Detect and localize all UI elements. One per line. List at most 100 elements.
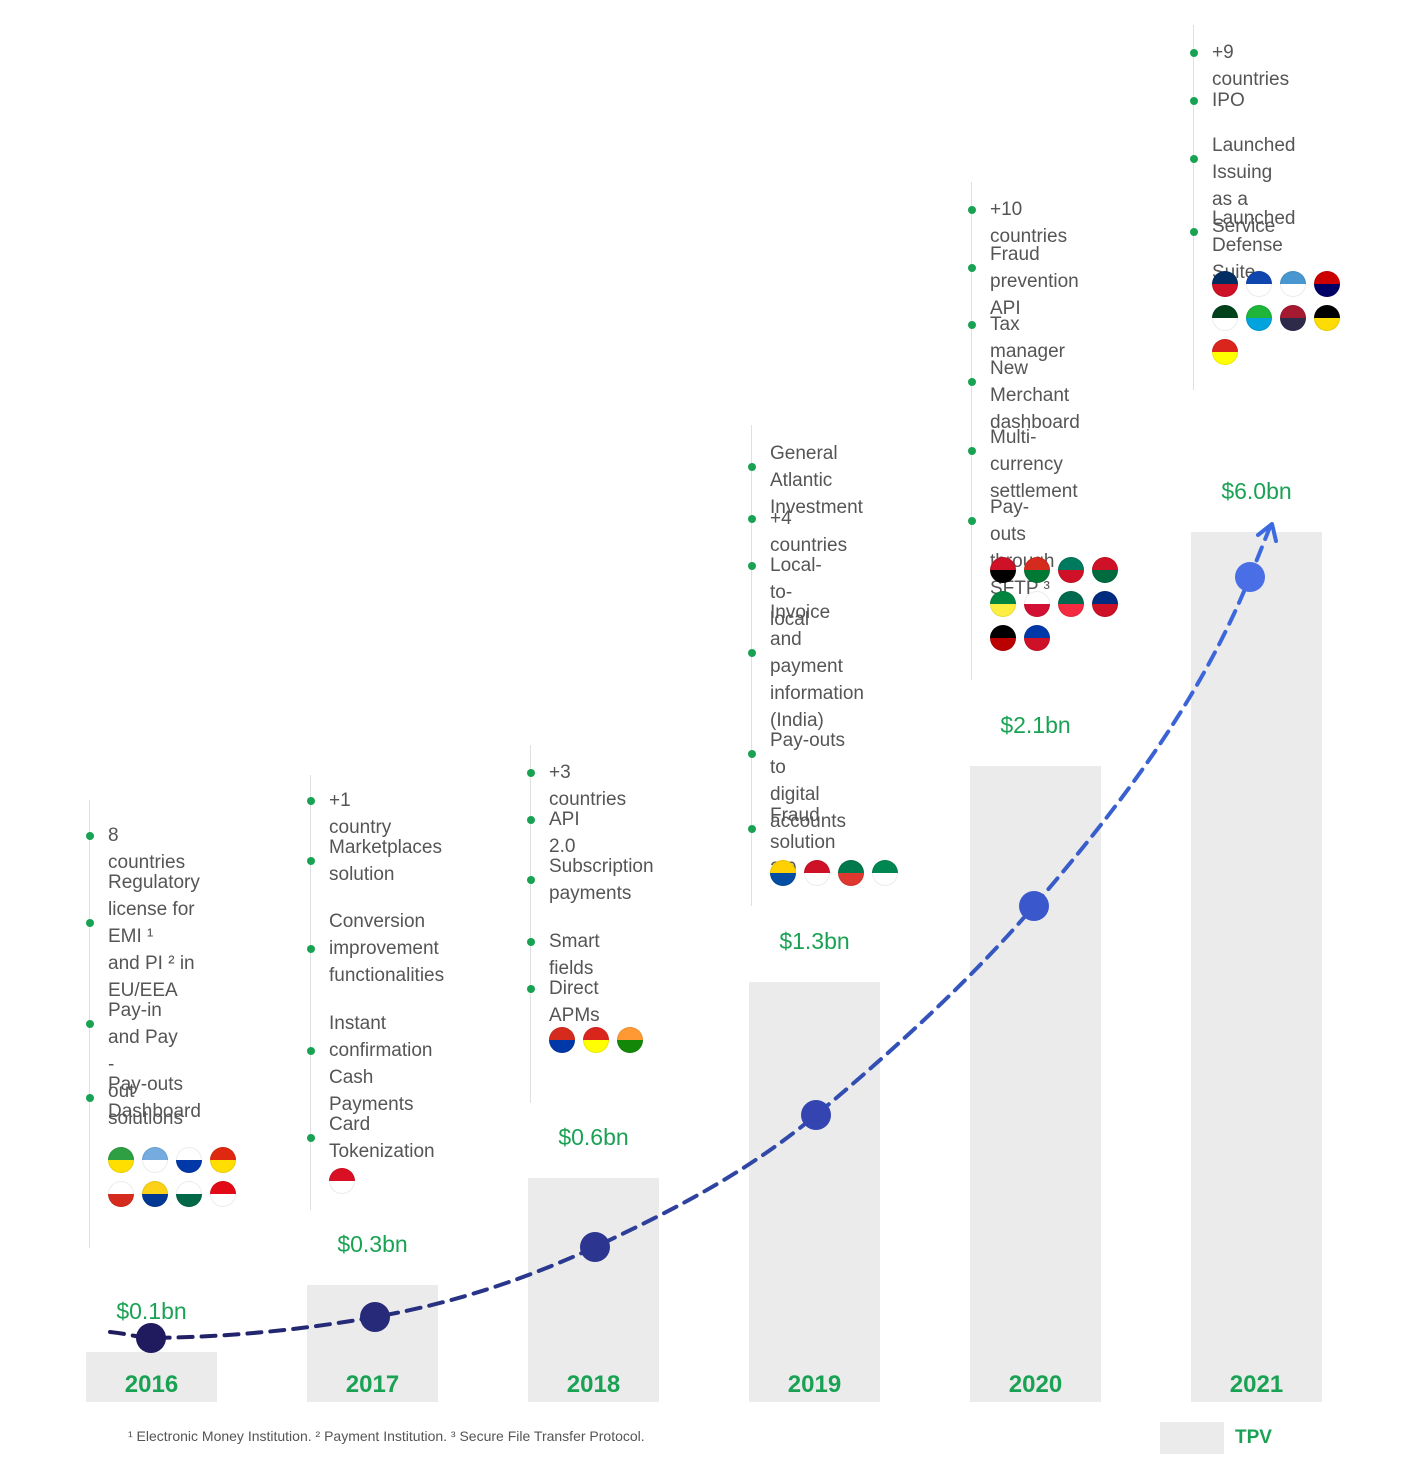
bullet-dot <box>748 514 756 523</box>
trend-point-2019 <box>801 1100 831 1130</box>
bar-2021 <box>1191 532 1322 1402</box>
milestone-item: Launched Issuing as a Service <box>1212 135 1296 237</box>
bullet-dot <box>527 984 535 993</box>
bullet-dot <box>968 517 976 525</box>
trend-point-2018 <box>580 1232 610 1262</box>
bullet-dot <box>86 831 94 840</box>
bullet-dot <box>968 205 976 214</box>
flag-turkey-icon <box>210 1181 236 1207</box>
tpv-trend-curve <box>108 525 1272 1341</box>
milestone-item: +1 country <box>329 790 392 838</box>
year-label-2017: 2017 <box>346 1371 399 1398</box>
flag-nigeria-icon <box>872 860 898 886</box>
legend-swatch-tpv <box>1160 1422 1224 1454</box>
flag-dominican-republic-icon <box>1212 271 1238 297</box>
timeline-line <box>530 745 531 1103</box>
flag-el-salvador-icon <box>1246 271 1272 297</box>
trend-point-2016 <box>136 1323 166 1353</box>
bar-2020 <box>970 766 1101 1402</box>
timeline-line <box>751 425 752 906</box>
flag-mexico-icon <box>176 1181 202 1207</box>
flag-costa-rica-icon <box>1092 591 1118 617</box>
flag-malaysia-icon <box>1314 271 1340 297</box>
flag-india-icon <box>617 1027 643 1053</box>
year-label-2018: 2018 <box>567 1371 620 1398</box>
milestone-item: +9 countries <box>1212 42 1290 90</box>
bullet-dot <box>527 768 535 777</box>
legend-label-tpv: TPV <box>1235 1427 1272 1448</box>
milestone-item: Local-to-local <box>770 555 822 630</box>
bar-2018 <box>528 1178 659 1402</box>
bullet-dot <box>968 378 976 386</box>
flag-south-africa-icon <box>838 860 864 886</box>
value-label-2021: $6.0bn <box>1221 478 1291 504</box>
bar-2019 <box>749 982 880 1402</box>
milestone-item: Smart fields <box>549 931 600 979</box>
milestone-item: API 2.0 <box>549 809 580 857</box>
flag-panama-icon <box>1024 591 1050 617</box>
bullet-dot <box>527 815 535 824</box>
flag-chile-icon <box>108 1181 134 1207</box>
year-label-2019: 2019 <box>788 1371 841 1398</box>
milestone-item: Card Tokenization <box>329 1114 435 1162</box>
flag-guatemala-icon <box>1280 271 1306 297</box>
trend-point-2020 <box>1019 891 1049 921</box>
flag-senegal-icon <box>990 591 1016 617</box>
bar-2016 <box>86 1352 217 1402</box>
bullet-dot <box>86 1020 94 1028</box>
year-label-2020: 2020 <box>1009 1371 1062 1398</box>
milestone-item: Fraud prevention API <box>990 244 1079 319</box>
bullet-dot <box>527 937 535 946</box>
milestone-item: Multi-currency settlement <box>990 427 1078 502</box>
bullet-dot <box>748 825 756 833</box>
bullet-dot <box>86 1094 94 1102</box>
milestone-item: 8 countries <box>108 825 186 873</box>
bullet-dot <box>1190 48 1198 57</box>
value-label-2020: $2.1bn <box>1000 712 1070 738</box>
milestone-item: General Atlantic Investment <box>770 443 863 518</box>
milestone-item: Instant confirmation Cash Payments <box>329 1013 433 1115</box>
bullet-dot <box>86 919 94 927</box>
bullet-dot <box>307 944 315 953</box>
timeline-line <box>971 182 972 680</box>
flag-egypt-icon <box>990 557 1016 583</box>
flag-kenya-icon <box>990 625 1016 651</box>
flag-tanzania-icon <box>1246 305 1272 331</box>
bullet-dot <box>1190 96 1198 105</box>
bullet-dot <box>1190 228 1198 236</box>
bullet-dot <box>1190 155 1198 163</box>
flag-vietnam-icon <box>583 1027 609 1053</box>
milestone-item: Regulatory license for EMI ¹ and PI ² in… <box>108 872 200 1001</box>
flag-philippines-icon <box>1024 625 1050 651</box>
milestone-item: Pay-outs through SFTP ³ <box>990 497 1055 599</box>
milestone-item: New Merchant dashboard <box>990 358 1080 433</box>
value-label-2019: $1.3bn <box>779 928 849 954</box>
milestone-item: IPO <box>1212 90 1245 111</box>
bullet-dot <box>968 320 976 329</box>
trend-arrowhead <box>1256 522 1278 543</box>
year-label-2021: 2021 <box>1230 1371 1283 1398</box>
bullet-dot <box>748 561 756 570</box>
bullet-dot <box>748 750 756 758</box>
milestone-item: Subscription payments <box>549 856 654 904</box>
trend-point-2017 <box>360 1302 390 1332</box>
milestone-item: Conversion improvement functionalities <box>329 911 445 986</box>
bullet-dot <box>307 1046 315 1055</box>
value-label-2016: $0.1bn <box>116 1298 186 1324</box>
milestone-item: +4 countries <box>770 508 848 556</box>
flag-ghana-icon <box>1092 557 1118 583</box>
year-label-2016: 2016 <box>125 1371 178 1398</box>
bullet-dot <box>307 1134 315 1142</box>
flag-argentina-icon <box>142 1147 168 1173</box>
milestone-item: Invoice and payment information (India) <box>770 602 864 731</box>
milestone-item: +10 countries <box>990 199 1068 247</box>
milestone-item: Pay-in and Pay - out solutions <box>108 1000 183 1129</box>
flag-brazil-icon <box>108 1147 134 1173</box>
value-label-2018: $0.6bn <box>558 1124 628 1150</box>
timeline-line <box>310 775 311 1210</box>
flag-vietnam-icon <box>1212 339 1238 365</box>
milestone-item: Direct APMs <box>549 978 600 1026</box>
flag-uruguay-icon <box>176 1147 202 1173</box>
timeline-line <box>1193 25 1194 390</box>
flag-peru-icon <box>329 1168 355 1194</box>
